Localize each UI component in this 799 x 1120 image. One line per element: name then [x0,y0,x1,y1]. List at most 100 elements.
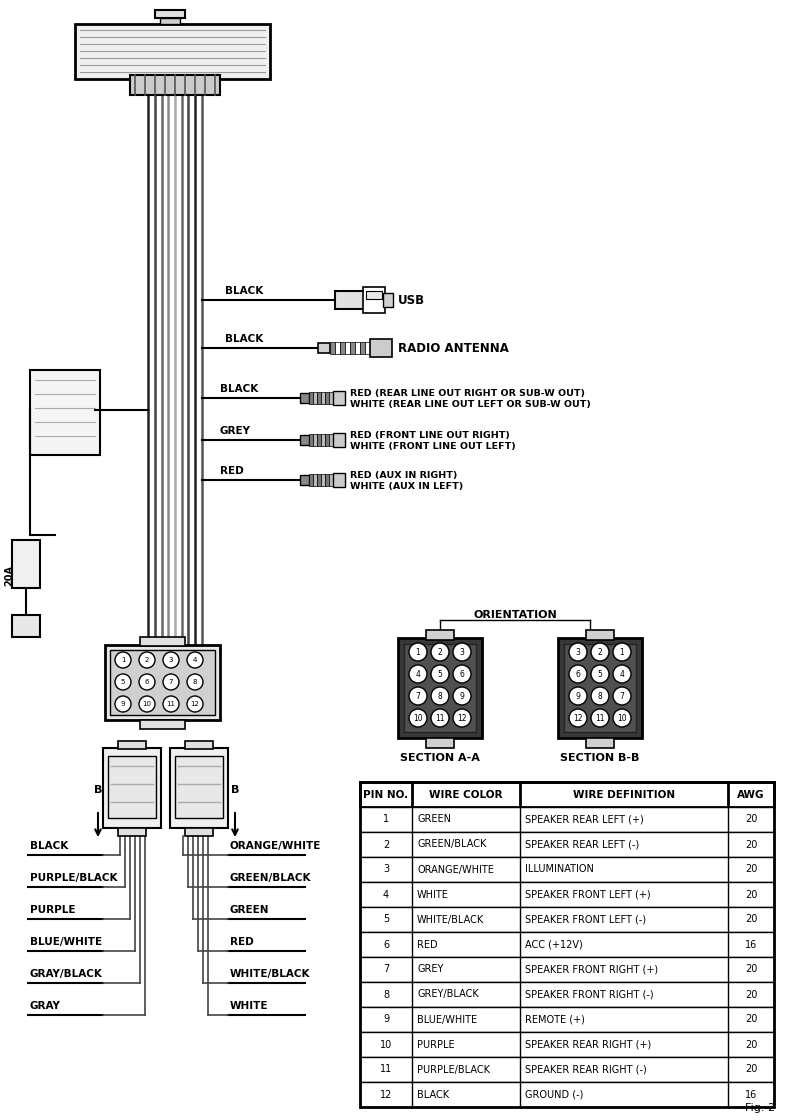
Bar [360,1007,774,1032]
Text: GREY/BLACK: GREY/BLACK [417,989,479,999]
Text: 11: 11 [595,713,605,722]
Text: 20: 20 [745,989,757,999]
Circle shape [569,709,587,727]
Text: RED: RED [417,940,438,950]
Bar [426,738,454,748]
Text: 2: 2 [383,840,389,849]
Text: 6: 6 [383,940,389,950]
Text: WHITE (FRONT LINE OUT LEFT): WHITE (FRONT LINE OUT LEFT) [350,441,515,450]
Text: PURPLE: PURPLE [30,905,75,915]
Circle shape [613,643,631,661]
Circle shape [163,674,179,690]
Text: 11: 11 [166,701,176,707]
Text: 6: 6 [459,670,464,679]
Bar [398,638,482,738]
Bar [335,291,365,309]
Text: 3: 3 [575,647,580,656]
Bar [185,741,213,749]
Circle shape [431,643,449,661]
Text: GROUND (-): GROUND (-) [525,1090,583,1100]
Circle shape [431,687,449,704]
Text: WHITE (REAR LINE OUT LEFT OR SUB-W OUT): WHITE (REAR LINE OUT LEFT OR SUB-W OUT) [350,400,591,409]
Text: WHITE: WHITE [417,889,449,899]
Bar [318,343,330,353]
Text: 9: 9 [575,691,580,700]
Text: GRAY: GRAY [30,1001,61,1011]
Text: 20: 20 [745,964,757,974]
Bar [586,738,614,748]
Text: WHITE/BLACK: WHITE/BLACK [230,969,311,979]
Bar [140,637,185,646]
Text: 2: 2 [598,647,602,656]
Text: 20: 20 [745,840,757,849]
Text: SPEAKER REAR LEFT (-): SPEAKER REAR LEFT (-) [525,840,639,849]
Circle shape [187,696,203,712]
Bar [360,932,774,956]
Bar [558,638,642,738]
Circle shape [409,643,427,661]
Bar [313,435,317,446]
Circle shape [409,709,427,727]
Text: BLUE/WHITE: BLUE/WHITE [30,937,102,948]
Text: BLACK: BLACK [225,334,263,344]
Text: RED (AUX IN RIGHT): RED (AUX IN RIGHT) [350,470,457,479]
Text: 4: 4 [383,889,389,899]
Text: 8: 8 [438,691,443,700]
Text: 1: 1 [383,814,389,824]
Circle shape [453,665,471,683]
Text: 5: 5 [438,670,443,679]
Text: BLACK: BLACK [220,384,258,394]
Text: GREEN: GREEN [417,814,451,824]
Text: 20: 20 [745,865,757,875]
Bar [333,433,345,447]
Text: 9: 9 [121,701,125,707]
Text: GREEN: GREEN [230,905,269,915]
Bar [160,18,180,24]
Bar [404,644,476,732]
Text: 20: 20 [745,1039,757,1049]
Bar [140,720,185,729]
Bar [321,474,325,486]
Circle shape [139,652,155,668]
Bar [360,907,774,932]
Bar [360,808,774,832]
Text: GREEN/BLACK: GREEN/BLACK [417,840,487,849]
Bar [317,474,321,486]
Text: RED (REAR LINE OUT RIGHT OR SUB-W OUT): RED (REAR LINE OUT RIGHT OR SUB-W OUT) [350,389,585,398]
Text: 20: 20 [745,915,757,924]
Text: RED: RED [220,466,244,476]
Bar [330,342,335,354]
Circle shape [591,643,609,661]
Bar [103,748,161,828]
Text: WIRE COLOR: WIRE COLOR [429,790,503,800]
Bar [12,540,40,588]
Circle shape [569,687,587,704]
Circle shape [409,687,427,704]
Text: 6: 6 [145,679,149,685]
Text: BLACK: BLACK [30,841,68,851]
Bar [333,391,345,405]
Bar [360,883,774,907]
Bar [345,342,350,354]
Text: 7: 7 [169,679,173,685]
Bar [564,644,636,732]
Circle shape [409,665,427,683]
Text: 4: 4 [619,670,625,679]
Circle shape [569,643,587,661]
Text: SPEAKER FRONT RIGHT (-): SPEAKER FRONT RIGHT (-) [525,989,654,999]
Text: ORIENTATION: ORIENTATION [473,610,557,620]
Circle shape [115,674,131,690]
Text: 10: 10 [142,701,152,707]
Text: USB: USB [398,293,425,307]
Bar [360,832,774,857]
Circle shape [613,709,631,727]
Bar [360,782,774,808]
Circle shape [163,696,179,712]
Text: ILLUMINATION: ILLUMINATION [525,865,594,875]
Bar [355,342,360,354]
Circle shape [139,674,155,690]
Circle shape [431,665,449,683]
Text: 7: 7 [415,691,420,700]
Text: 12: 12 [573,713,582,722]
Text: GREEN/BLACK: GREEN/BLACK [230,872,312,883]
